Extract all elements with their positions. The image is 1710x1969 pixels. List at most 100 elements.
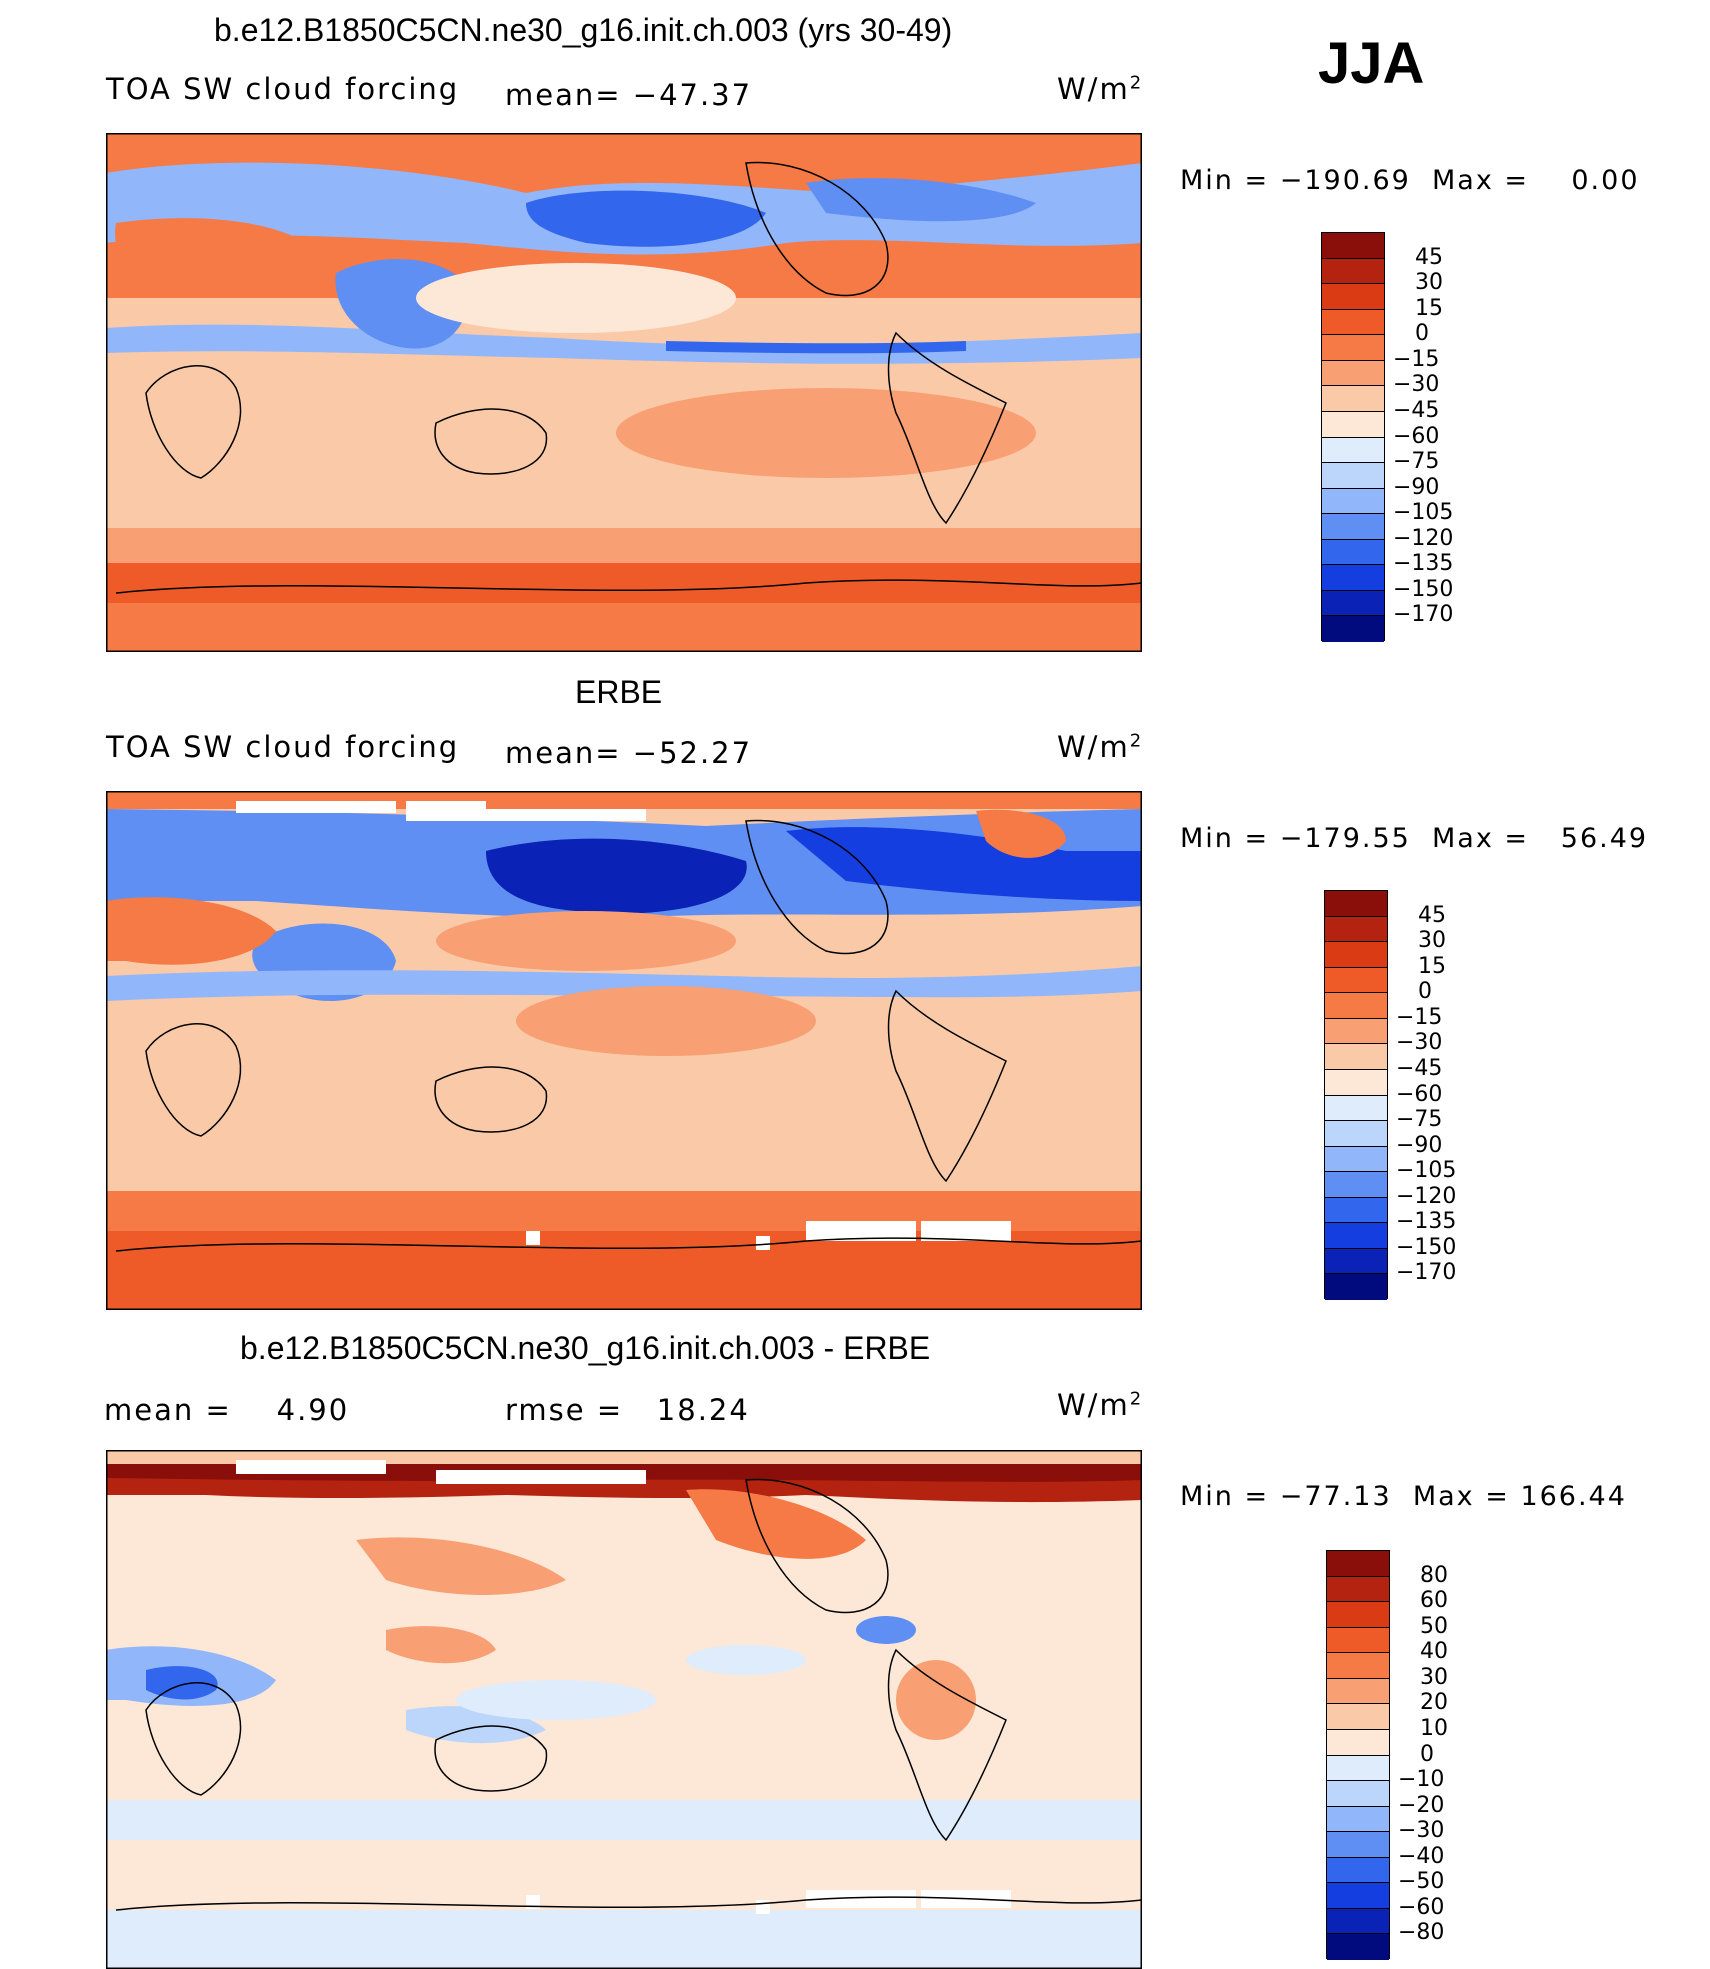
- colorbar-segment: [1327, 1704, 1389, 1730]
- colorbar-segment: [1327, 1806, 1389, 1833]
- panel2-variable-label: TOA SW cloud forcing: [106, 730, 460, 764]
- colorbar-segment: [1327, 1755, 1389, 1782]
- panel2-mean-label: mean=: [505, 736, 622, 770]
- colorbar-tick-label: 10: [1420, 1715, 1448, 1741]
- colorbar-segment: [1325, 1146, 1387, 1173]
- colorbar-tick-label: 60: [1420, 1588, 1448, 1614]
- panel3-rmse: rmse = 18.24: [505, 1393, 750, 1427]
- colorbar-tick-label: −105: [1396, 1158, 1457, 1184]
- colorbar-tick-label: −90: [1396, 1132, 1443, 1158]
- colorbar-segment: [1325, 1172, 1387, 1198]
- colorbar-segment: [1322, 488, 1384, 515]
- colorbar-tick-label: −135: [1393, 551, 1454, 577]
- colorbar-segment: [1325, 1248, 1387, 1275]
- panel3-min-value: −77.13: [1279, 1481, 1392, 1512]
- colorbar-segment: [1325, 1018, 1387, 1045]
- colorbar-tick-label: −60: [1396, 1081, 1443, 1107]
- colorbar-tick-label: −10: [1398, 1767, 1445, 1793]
- colorbar-tick-label: −150: [1396, 1234, 1457, 1260]
- panel2-mean-value: −52.27: [632, 736, 753, 770]
- colorbar-tick-label: 30: [1418, 928, 1446, 954]
- colorbar-segment: [1322, 335, 1384, 361]
- colorbar-tick-label: −60: [1398, 1894, 1445, 1920]
- colorbar-tick-label: −75: [1396, 1107, 1443, 1133]
- colorbar-segment: [1322, 539, 1384, 566]
- colorbar-tick-label: −40: [1398, 1843, 1445, 1869]
- colorbar-segment: [1327, 1653, 1389, 1679]
- colorbar-tick-label: −80: [1398, 1920, 1445, 1946]
- panel2-map: [106, 791, 1142, 1310]
- colorbar-tick-label: −150: [1393, 576, 1454, 602]
- colorbar-tick-label: −90: [1393, 474, 1440, 500]
- panel3-rmse-value: 18.24: [656, 1393, 750, 1427]
- colorbar-segment: [1327, 1678, 1389, 1705]
- colorbar-tick-label: 80: [1420, 1562, 1448, 1588]
- panel1-mean: mean= −47.37: [505, 78, 752, 112]
- colorbar-segment: [1325, 1095, 1387, 1122]
- panel1-mean-value: −47.37: [632, 78, 753, 112]
- panel2-colorbar: [1324, 890, 1388, 1300]
- panel3-mean-value: 4.90: [276, 1393, 350, 1427]
- panel2-units: W/m2: [1057, 730, 1144, 764]
- colorbar-segment: [1325, 1197, 1387, 1224]
- panel2-mean: mean= −52.27: [505, 736, 752, 770]
- colorbar-tick-label: −30: [1396, 1030, 1443, 1056]
- colorbar-tick-label: 0: [1418, 979, 1432, 1005]
- colorbar-tick-label: 15: [1418, 953, 1446, 979]
- colorbar-segment: [1322, 411, 1384, 438]
- colorbar-tick-label: −120: [1393, 525, 1454, 551]
- colorbar-tick-label: −50: [1398, 1869, 1445, 1895]
- colorbar-segment: [1325, 967, 1387, 994]
- colorbar-segment: [1325, 1044, 1387, 1070]
- colorbar-segment: [1327, 1729, 1389, 1756]
- colorbar-tick-label: −75: [1393, 449, 1440, 475]
- colorbar-segment: [1322, 233, 1384, 259]
- colorbar-tick-label: −170: [1396, 1260, 1457, 1286]
- colorbar-segment: [1325, 942, 1387, 968]
- panel1-max-value: 0.00: [1571, 165, 1640, 196]
- colorbar-tick-label: −135: [1396, 1209, 1457, 1235]
- colorbar-tick-label: 15: [1415, 295, 1443, 321]
- colorbar-tick-label: 40: [1420, 1639, 1448, 1665]
- colorbar-segment: [1322, 284, 1384, 310]
- panel2-max-value: 56.49: [1560, 823, 1649, 854]
- colorbar-tick-label: −15: [1396, 1004, 1443, 1030]
- colorbar-segment: [1327, 1781, 1389, 1807]
- colorbar-segment: [1325, 993, 1387, 1019]
- panel3-mean-label: mean =: [104, 1393, 232, 1427]
- panel3-max-value: 166.44: [1520, 1481, 1627, 1512]
- colorbar-segment: [1325, 916, 1387, 943]
- season-label: JJA: [1318, 31, 1425, 96]
- panel3-colorbar: [1326, 1550, 1390, 1960]
- colorbar-tick-label: −30: [1393, 372, 1440, 398]
- colorbar-segment: [1327, 1883, 1389, 1909]
- colorbar-segment: [1327, 1602, 1389, 1628]
- colorbar-segment: [1322, 514, 1384, 540]
- colorbar-segment: [1325, 891, 1387, 917]
- colorbar-segment: [1327, 1551, 1389, 1577]
- colorbar-segment: [1327, 1934, 1389, 1960]
- panel1-map: [106, 133, 1142, 652]
- colorbar-segment: [1325, 1121, 1387, 1147]
- panel1-units: W/m2: [1057, 72, 1144, 106]
- colorbar-tick-label: −45: [1393, 397, 1440, 423]
- panel1-colorbar: [1321, 232, 1385, 642]
- colorbar-segment: [1322, 590, 1384, 617]
- colorbar-tick-label: 30: [1420, 1664, 1448, 1690]
- colorbar-segment: [1322, 565, 1384, 591]
- colorbar-segment: [1327, 1627, 1389, 1654]
- colorbar-tick-label: 0: [1420, 1741, 1434, 1767]
- colorbar-tick-label: −170: [1393, 602, 1454, 628]
- colorbar-tick-label: −105: [1393, 500, 1454, 526]
- colorbar-segment: [1325, 1274, 1387, 1300]
- colorbar-segment: [1327, 1832, 1389, 1858]
- colorbar-tick-label: 30: [1415, 270, 1443, 296]
- colorbar-tick-label: −15: [1393, 346, 1440, 372]
- colorbar-segment: [1322, 437, 1384, 464]
- colorbar-tick-label: −30: [1398, 1818, 1445, 1844]
- panel1-min-value: −190.69: [1279, 165, 1411, 196]
- colorbar-segment: [1325, 1223, 1387, 1249]
- panel3-units: W/m2: [1057, 1388, 1144, 1422]
- panel1-title: b.e12.B1850C5CN.ne30_g16.init.ch.003 (yr…: [214, 12, 953, 48]
- panel2-title: ERBE: [575, 674, 663, 710]
